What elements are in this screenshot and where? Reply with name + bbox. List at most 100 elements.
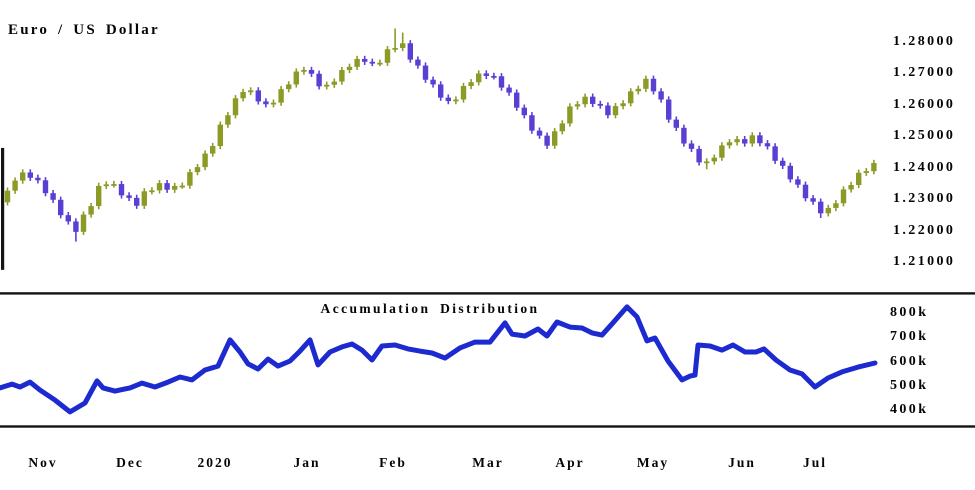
candle-body bbox=[810, 198, 816, 202]
candle-body bbox=[582, 96, 588, 105]
candle-body bbox=[498, 76, 505, 88]
candle-body bbox=[308, 69, 315, 74]
candle-body bbox=[871, 163, 877, 172]
indicator-tick-label: 600k bbox=[890, 353, 929, 369]
price-chart-title: Euro / US Dollar bbox=[8, 22, 160, 38]
price-tick-label: 1.26000 bbox=[893, 96, 956, 112]
panel-divider-bottom bbox=[0, 425, 975, 428]
candle-body bbox=[514, 92, 520, 108]
candle-body bbox=[422, 65, 429, 80]
candle-body bbox=[187, 172, 193, 186]
candle-body bbox=[597, 103, 603, 106]
candle-body bbox=[445, 97, 451, 102]
clipped-edge-bar bbox=[1, 147, 5, 270]
candle-body bbox=[111, 184, 117, 186]
candle-body bbox=[536, 130, 543, 136]
candle-body bbox=[73, 221, 79, 232]
candle-body bbox=[742, 139, 748, 144]
candle-body bbox=[483, 73, 489, 76]
price-tick-label: 1.22000 bbox=[893, 222, 956, 238]
candle-body bbox=[377, 62, 383, 65]
candle-body bbox=[863, 171, 869, 173]
candle-body bbox=[316, 73, 322, 87]
candle-body bbox=[802, 184, 809, 199]
price-tick-label: 1.21000 bbox=[893, 254, 956, 269]
candle-body bbox=[392, 47, 398, 50]
candle-body bbox=[118, 184, 125, 196]
candle-body bbox=[362, 58, 368, 62]
time-tick-label: Jan bbox=[293, 455, 321, 470]
candle-body bbox=[848, 185, 854, 190]
candle-body bbox=[529, 115, 535, 131]
candle-body bbox=[278, 89, 284, 103]
candle-body bbox=[643, 78, 649, 89]
candle-body bbox=[818, 201, 824, 214]
candle-body bbox=[681, 127, 687, 144]
candle-body bbox=[795, 179, 801, 185]
candle-body bbox=[559, 123, 565, 132]
candle-body bbox=[194, 167, 201, 173]
candle-body bbox=[544, 135, 550, 146]
candle-body bbox=[225, 115, 231, 125]
candle-body bbox=[650, 78, 657, 92]
candle-body bbox=[734, 139, 740, 143]
price-tick-label: 1.23000 bbox=[893, 191, 956, 207]
candle-body bbox=[552, 131, 558, 146]
candle-body bbox=[491, 75, 497, 78]
candle-body bbox=[96, 185, 102, 207]
candle-body bbox=[58, 199, 64, 216]
candle-body bbox=[35, 177, 41, 181]
time-tick-label: Mar bbox=[472, 455, 504, 470]
candle-body bbox=[749, 135, 755, 144]
ad-line bbox=[0, 304, 878, 415]
candle-body bbox=[263, 101, 269, 105]
candle-body bbox=[202, 153, 208, 168]
candle-body bbox=[704, 161, 710, 164]
candle-body bbox=[612, 106, 619, 116]
candle-body bbox=[248, 90, 254, 93]
candle-body bbox=[88, 206, 94, 215]
candle-body bbox=[286, 84, 292, 90]
price-tick-label: 1.28000 bbox=[893, 34, 956, 49]
candle-body bbox=[164, 183, 170, 190]
candle-body bbox=[384, 49, 391, 63]
candle-body bbox=[126, 195, 132, 198]
candle-body bbox=[506, 87, 512, 93]
candle-body bbox=[369, 61, 375, 64]
time-tick-label: Feb bbox=[379, 455, 407, 470]
candle-body bbox=[354, 58, 360, 67]
candle-body bbox=[620, 103, 626, 107]
candle-body bbox=[270, 102, 277, 105]
candle-body bbox=[696, 148, 702, 163]
candle-body bbox=[726, 142, 733, 146]
candle-body bbox=[468, 82, 474, 87]
candle-body bbox=[12, 180, 18, 191]
time-tick-label: Dec bbox=[116, 455, 144, 470]
candle-body bbox=[605, 105, 611, 116]
candle-body bbox=[156, 183, 163, 191]
candle-body bbox=[324, 84, 330, 87]
candle-body bbox=[711, 157, 717, 162]
candle-body bbox=[210, 146, 216, 154]
candle-body bbox=[460, 86, 467, 100]
price-tick-label: 1.25000 bbox=[893, 128, 956, 144]
indicator-tick-label: 500k bbox=[890, 377, 929, 393]
candle-body bbox=[141, 191, 147, 206]
candle-body bbox=[628, 91, 634, 104]
candle-body bbox=[134, 197, 140, 206]
candle-body bbox=[856, 172, 862, 186]
candle-body bbox=[574, 104, 581, 107]
candle-body bbox=[415, 59, 421, 66]
candle-body bbox=[688, 143, 695, 149]
time-tick-label: May bbox=[636, 455, 670, 470]
candle-body bbox=[255, 90, 261, 102]
candle-body bbox=[658, 91, 664, 100]
candle-body bbox=[400, 43, 406, 48]
candle-body bbox=[476, 73, 482, 83]
candle-body bbox=[666, 99, 672, 120]
indicator-tick-label: 800k bbox=[890, 305, 929, 320]
candle-body bbox=[840, 189, 847, 204]
candle-body bbox=[430, 79, 436, 85]
candle-body bbox=[772, 146, 778, 161]
